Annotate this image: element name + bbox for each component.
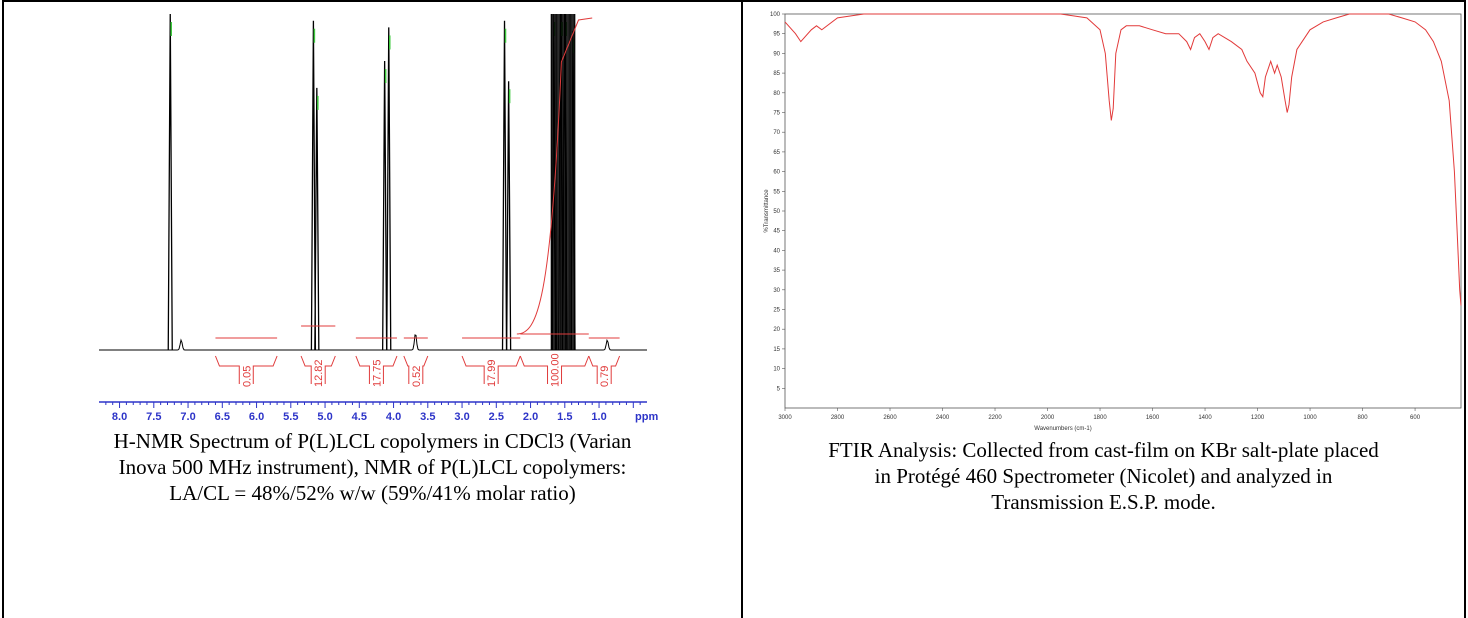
ftir-x-tick-label: 2800 <box>831 415 845 421</box>
ftir-caption: FTIR Analysis: Collected from cast-film … <box>828 438 1379 514</box>
nmr-x-tick-label: 5.0 <box>317 411 332 423</box>
right-cell: 5 10 15 20 25 30 35 40 45 50 55 60 65 70 75 80 85 90 95 100… <box>741 0 1466 618</box>
nmr-x-tick-label: 5.5 <box>283 411 298 423</box>
nmr-integral-bracket <box>561 355 590 384</box>
ftir-y-tick-label: 40 <box>773 248 780 254</box>
nmr-x-tick-label: 4.5 <box>352 411 367 423</box>
ftir-y-tick-label: 100 <box>770 12 781 18</box>
nmr-peak <box>167 13 173 351</box>
ftir-spectrum-chart: 5 10 15 20 25 30 35 40 45 50 55 60 65 70 75 80 85 90 95 100… <box>764 12 1462 432</box>
nmr-peak <box>505 81 512 351</box>
nmr-integral-label: 12.82 <box>313 359 325 387</box>
nmr-integral-bracket <box>355 355 370 384</box>
ftir-plot-frame <box>784 13 1462 409</box>
ftir-y-tick-label: 90 <box>773 51 780 57</box>
left-cell: 0.05 12.82 17.75 0.52 17.99 100.00 0.79 8.0 7.5 7… <box>2 0 743 618</box>
ftir-y-tick-label: 60 <box>773 170 780 176</box>
ftir-y-tick-label: 15 <box>773 347 780 353</box>
nmr-integral-bracket <box>497 355 521 384</box>
ftir-y-tick-label: 70 <box>773 130 780 136</box>
nmr-x-tick-label: 7.5 <box>146 411 161 423</box>
nmr-caption: H-NMR Spectrum of P(L)LCL copolymers in … <box>113 429 632 505</box>
ftir-spectrum-line <box>784 13 1462 306</box>
nmr-integral-bracket <box>519 355 549 384</box>
ftir-y-tick-label: 65 <box>773 150 780 156</box>
nmr-peak <box>501 20 508 351</box>
ftir-y-tick-label: 80 <box>773 91 780 97</box>
nmr-integral-label: 0.52 <box>411 366 423 387</box>
nmr-x-tick-label: 8.0 <box>112 411 127 423</box>
nmr-integral-bracket <box>382 355 398 384</box>
ftir-y-tick-label: 50 <box>773 209 780 215</box>
nmr-x-tick-label: 6.5 <box>215 411 230 423</box>
nmr-integral-curve <box>516 17 593 335</box>
ftir-y-tick-label: 25 <box>773 308 780 314</box>
nmr-x-tick-label: 2.5 <box>489 411 504 423</box>
ftir-y-tick-label: 10 <box>773 367 780 373</box>
ftir-x-tick-label: 2600 <box>883 415 897 421</box>
nmr-x-tick-label: 1.0 <box>591 411 606 423</box>
nmr-x-tick-label: 3.5 <box>420 411 435 423</box>
ftir-x-axis-label: Wavenumbers (cm-1) <box>1034 426 1091 432</box>
nmr-integral-bracket <box>588 355 598 384</box>
ftir-x-tick-label: 2000 <box>1041 415 1055 421</box>
ftir-y-tick-label: 35 <box>773 268 780 274</box>
nmr-integral-label: 100.00 <box>550 353 562 387</box>
ftir-y-tick-label: 45 <box>773 229 780 235</box>
ftir-x-tick-label: 1000 <box>1303 415 1317 421</box>
nmr-integral-label: 0.79 <box>599 366 611 387</box>
nmr-integral-bracket <box>403 355 410 384</box>
ftir-y-tick-label: 55 <box>773 189 780 195</box>
ftir-x-tick-label: 800 <box>1358 415 1369 421</box>
ftir-x-tick-label: 2200 <box>988 415 1002 421</box>
ftir-x-tick-label: 1200 <box>1251 415 1265 421</box>
nmr-integral-bracket <box>461 355 485 384</box>
nmr-integral-bracket <box>422 355 429 384</box>
ftir-y-tick-label: 75 <box>773 111 780 117</box>
ftir-y-axis-label: %Transmittance <box>764 189 770 233</box>
ftir-x-tick-label: 3000 <box>778 415 792 421</box>
nmr-peak <box>381 61 388 351</box>
ftir-y-tick-label: 95 <box>773 32 780 38</box>
nmr-x-tick-label: 6.0 <box>249 411 264 423</box>
nmr-x-tick-label: 3.0 <box>454 411 469 423</box>
nmr-spectrum-chart: 0.05 12.82 17.75 0.52 17.99 100.00 0.79 8.0 7.5 7… <box>99 13 658 423</box>
nmr-integral-bracket <box>300 355 312 384</box>
nmr-peak <box>386 27 392 351</box>
nmr-integral-bracket <box>214 355 240 384</box>
nmr-x-axis-label: ppm <box>635 411 658 423</box>
ftir-x-tick-label: 600 <box>1410 415 1421 421</box>
ftir-x-tick-label: 1800 <box>1093 415 1107 421</box>
ftir-x-tick-label: 1400 <box>1198 415 1212 421</box>
nmr-integral-bracket <box>610 355 621 384</box>
ftir-y-tick-label: 30 <box>773 288 780 294</box>
ftir-x-tick-label: 2400 <box>936 415 950 421</box>
nmr-x-tick-label: 4.0 <box>386 411 401 423</box>
ftir-y-tick-label: 5 <box>777 386 781 392</box>
nmr-integral-label: 0.05 <box>241 366 253 387</box>
ftir-y-tick-label: 85 <box>773 71 780 77</box>
nmr-x-tick-label: 2.0 <box>523 411 538 423</box>
nmr-peak <box>310 20 317 351</box>
ftir-x-tick-label: 1600 <box>1146 415 1160 421</box>
nmr-integral-label: 17.99 <box>486 359 498 387</box>
nmr-integral-label: 17.75 <box>371 359 383 387</box>
nmr-x-tick-label: 7.0 <box>180 411 195 423</box>
nmr-integral-bracket <box>324 355 336 384</box>
nmr-x-tick-label: 1.5 <box>557 411 572 423</box>
ftir-y-tick-label: 20 <box>773 327 780 333</box>
nmr-integral-bracket <box>252 355 278 384</box>
nmr-peak <box>314 87 320 351</box>
